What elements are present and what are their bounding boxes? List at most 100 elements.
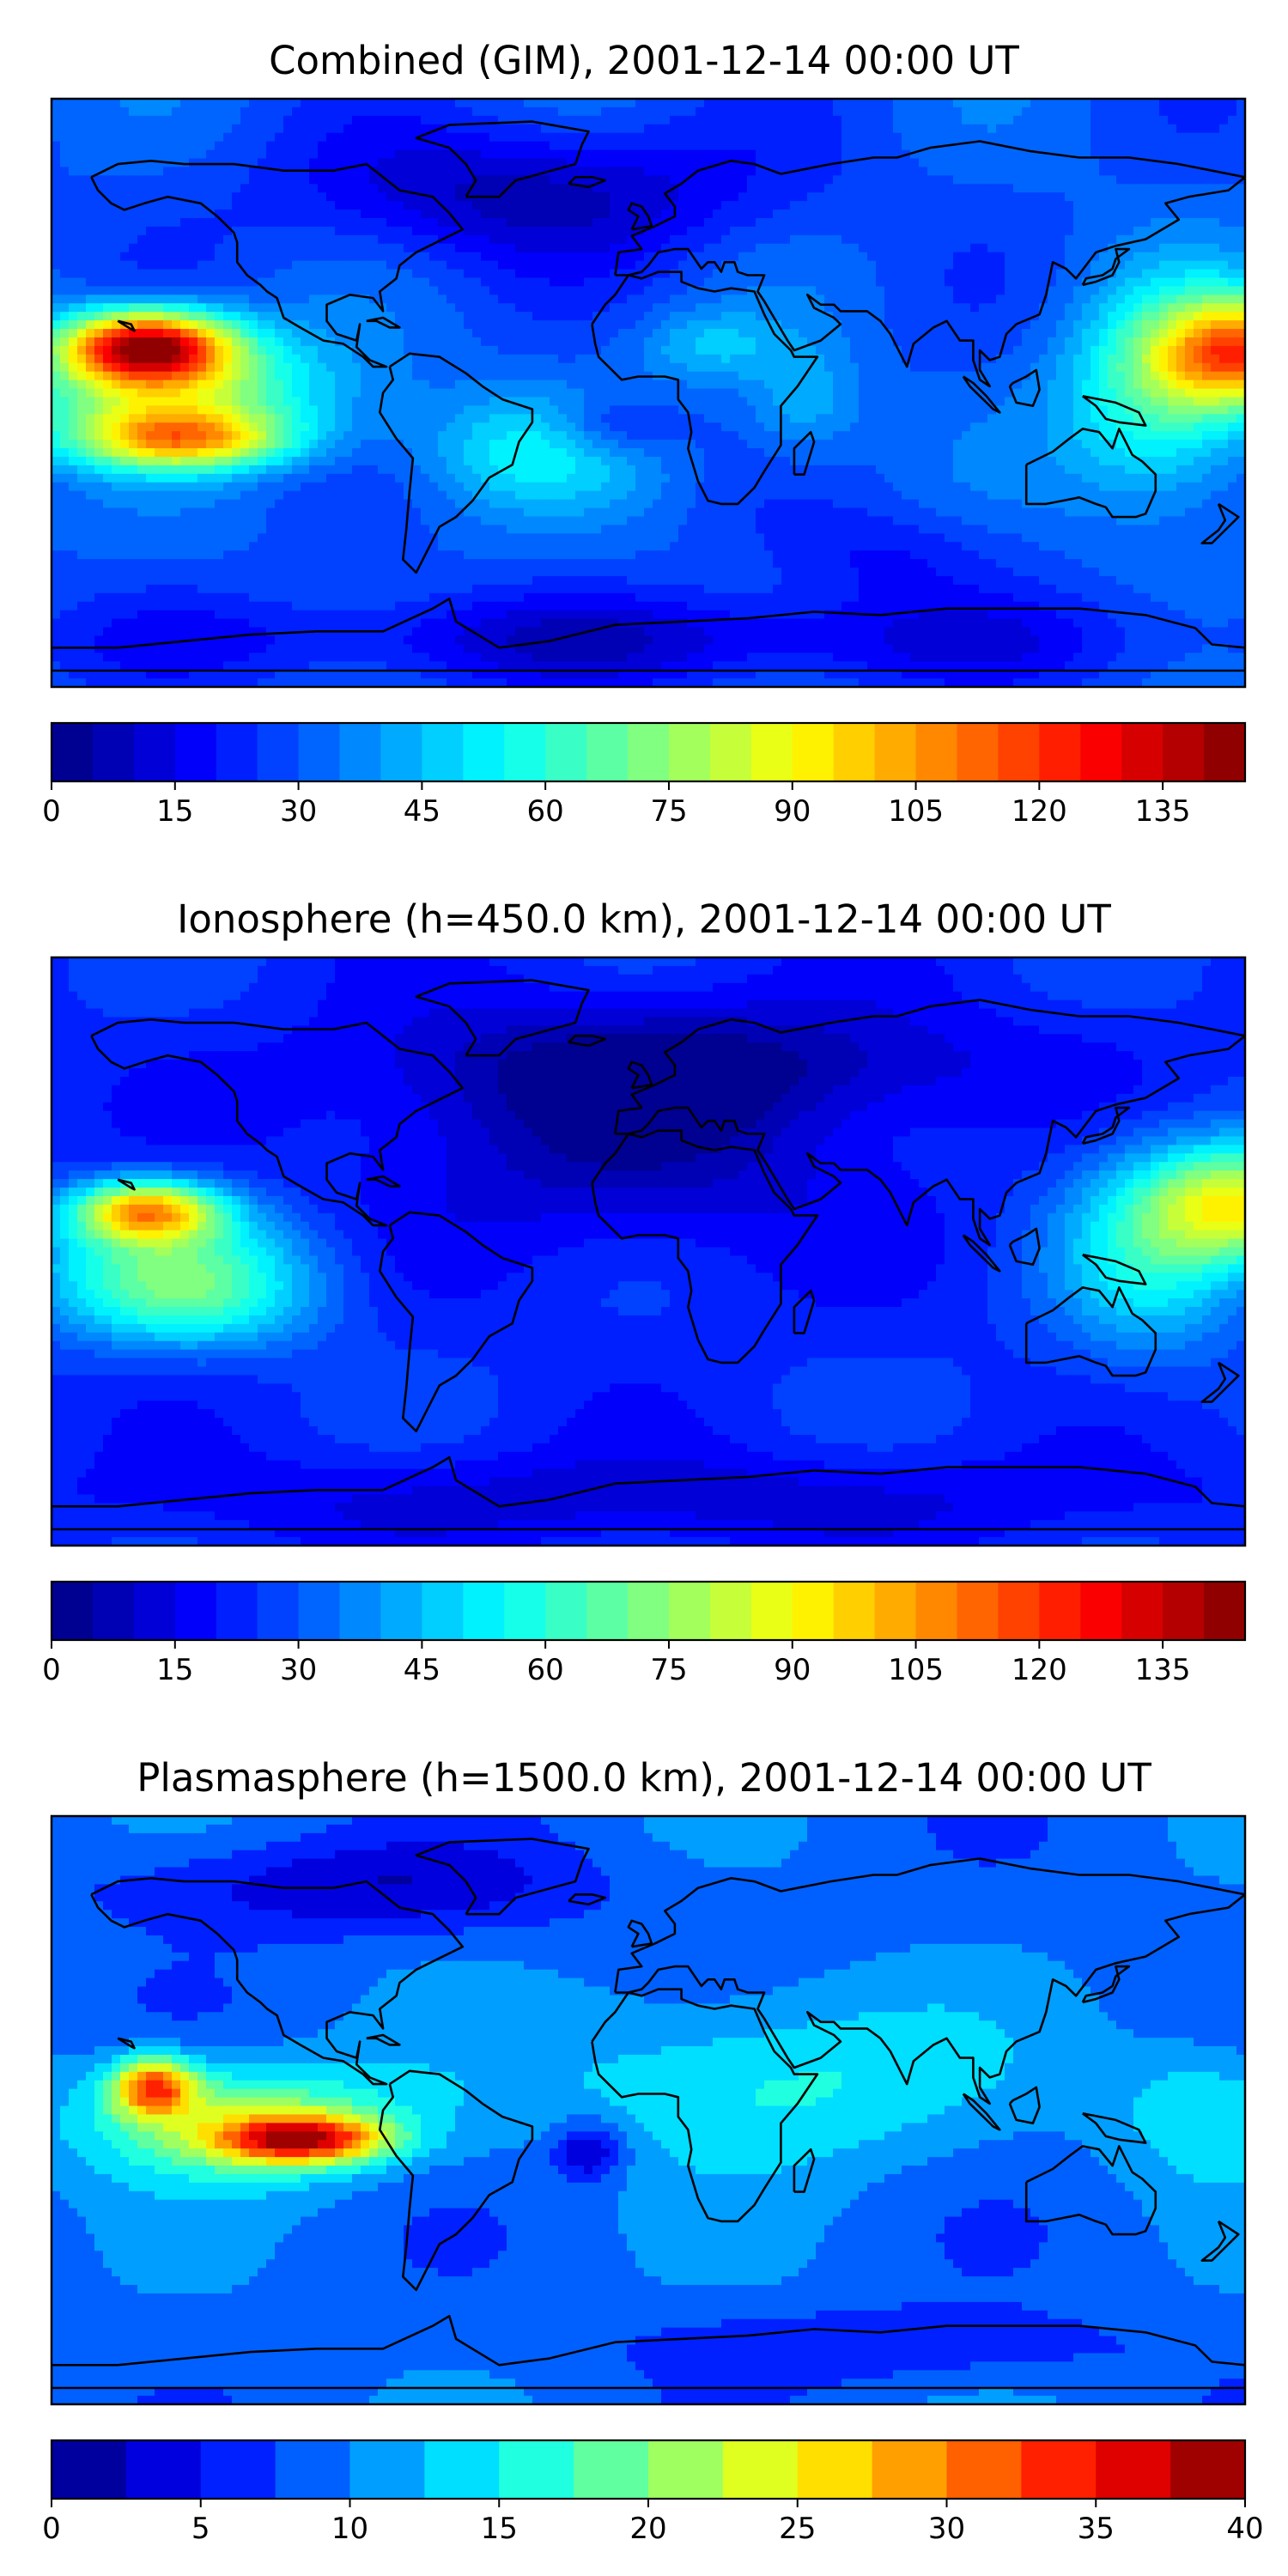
colorbar-segment [792, 1582, 835, 1640]
colorbar-segment [1096, 2440, 1171, 2499]
colorbar-segment [1080, 1582, 1122, 1640]
colorbar-segment [1039, 1582, 1081, 1640]
panel-combined: Combined (GIM), 2001-12-14 00:00 UT 0 15 3… [42, 38, 1247, 829]
map-frame [50, 956, 1247, 1547]
colorbar-segment [216, 1582, 258, 1640]
colorbar-segment [422, 1582, 464, 1640]
coastlines [52, 1838, 1245, 2390]
coastlines [52, 979, 1245, 1531]
colorbar-segment [586, 723, 629, 781]
colorbar-tick-label: 10 [331, 2512, 368, 2546]
colorbar-tick-label: 20 [629, 2512, 666, 2546]
colorbar-frame [50, 1580, 1247, 1642]
panel-title-plasmasphere: Plasmasphere (h=1500.0 km), 2001-12-14 0… [137, 1755, 1151, 1801]
colorbar-tick-label: 35 [1078, 2512, 1115, 2546]
colorbar-segment [628, 1582, 670, 1640]
colorbar-segment [709, 723, 752, 781]
colorbar-segment [200, 2440, 276, 2499]
colorbar-segment [1080, 723, 1122, 781]
colorbar-tick-label: 5 [191, 2512, 210, 2546]
colorbar-segment [957, 1582, 999, 1640]
colorbar-segment [648, 2440, 724, 2499]
map-frame [50, 1814, 1247, 2406]
colorbar-segment [1163, 1582, 1205, 1640]
colorbar-segment [722, 2440, 799, 2499]
colorbar-segment [133, 723, 176, 781]
colorbar-tick-label: 30 [928, 2512, 965, 2546]
colorbar-tick-label: 30 [280, 1653, 317, 1687]
colorbar-segment [92, 1582, 135, 1640]
colorbar-tick-label: 75 [650, 794, 687, 829]
map-field [52, 1816, 1245, 2404]
colorbar-segment [298, 1582, 341, 1640]
colorbar-segment [709, 1582, 752, 1640]
colorbar-segment [833, 1582, 876, 1640]
colorbar-segment [504, 723, 546, 781]
colorbar-segment [174, 1582, 217, 1640]
colorbar-segment [92, 723, 135, 781]
map-combined [50, 97, 1247, 689]
colorbar-segment [668, 1582, 711, 1640]
colorbar-segment [174, 723, 217, 781]
colorbar-segment [349, 2440, 425, 2499]
panel-plasmasphere: Plasmasphere (h=1500.0 km), 2001-12-14 0… [42, 1755, 1263, 2546]
colorbar-segment [586, 1582, 629, 1640]
colorbar-segment [545, 723, 587, 781]
colorbar-tick-label: 120 [1012, 1653, 1067, 1687]
colorbar-tick-label: 105 [888, 1653, 944, 1687]
colorbar-segment [257, 1582, 300, 1640]
map-ionosphere [50, 956, 1247, 1547]
map-plasmasphere [50, 1814, 1247, 2406]
colorbar-tick-label: 15 [481, 2512, 518, 2546]
colorbar-segment [574, 2440, 649, 2499]
colorbar-segment [874, 1582, 917, 1640]
colorbar-tick-label: 135 [1135, 794, 1191, 829]
colorbar-segment [998, 723, 1040, 781]
colorbar-segment [1204, 723, 1246, 781]
panel-title-ionosphere: Ionosphere (h=450.0 km), 2001-12-14 00:0… [177, 896, 1111, 942]
colorbar-segment [1204, 1582, 1246, 1640]
colorbar-segment [797, 2440, 873, 2499]
colorbar-segment [998, 1582, 1040, 1640]
panel-ionosphere: Ionosphere (h=450.0 km), 2001-12-14 00:0… [42, 896, 1247, 1687]
colorbar-segment [1121, 1582, 1163, 1640]
colorbar-segment [915, 1582, 958, 1640]
colorbar-segment [957, 723, 999, 781]
colorbar-segment [463, 1582, 505, 1640]
colorbar-segment [1039, 723, 1081, 781]
colorbar-segment [792, 723, 835, 781]
colorbar-segment [380, 723, 422, 781]
map-field [52, 99, 1245, 687]
colorbar-segment [628, 723, 670, 781]
colorbar-tick-label: 120 [1012, 794, 1067, 829]
colorbar-tick-label: 15 [156, 794, 193, 829]
colorbar-plasmasphere: 0 5 10 15 20 25 30 35 40 [42, 2439, 1264, 2546]
colorbar-frame [50, 721, 1247, 783]
colorbar-segment [750, 723, 793, 781]
colorbar-segment [750, 1582, 793, 1640]
colorbar-tick-label: 45 [404, 794, 440, 829]
colorbar-segment [946, 2440, 1022, 2499]
colorbar-tick-label: 45 [404, 1653, 440, 1687]
coastlines [52, 120, 1245, 672]
colorbar-segment [424, 2440, 500, 2499]
colorbar-segment [125, 2440, 202, 2499]
colorbar-segment [1121, 723, 1163, 781]
panel-title-combined: Combined (GIM), 2001-12-14 00:00 UT [269, 38, 1019, 83]
colorbar-segment [504, 1582, 546, 1640]
colorbar-segment [380, 1582, 422, 1640]
colorbar-tick-label: 90 [774, 794, 811, 829]
colorbar-segment [298, 723, 341, 781]
colorbar-segment [422, 723, 464, 781]
colorbar-tick-label: 0 [42, 2512, 61, 2546]
colorbar-segment [275, 2440, 351, 2499]
colorbar-tick-label: 105 [888, 794, 944, 829]
colorbar-segment [133, 1582, 176, 1640]
colorbar-segment [1021, 2440, 1097, 2499]
colorbar-tick-label: 0 [42, 1653, 61, 1687]
colorbar-segment [463, 723, 505, 781]
colorbar-tick-label: 135 [1135, 1653, 1191, 1687]
colorbar-tick-label: 75 [650, 1653, 687, 1687]
colorbar-tick-label: 60 [527, 1653, 564, 1687]
